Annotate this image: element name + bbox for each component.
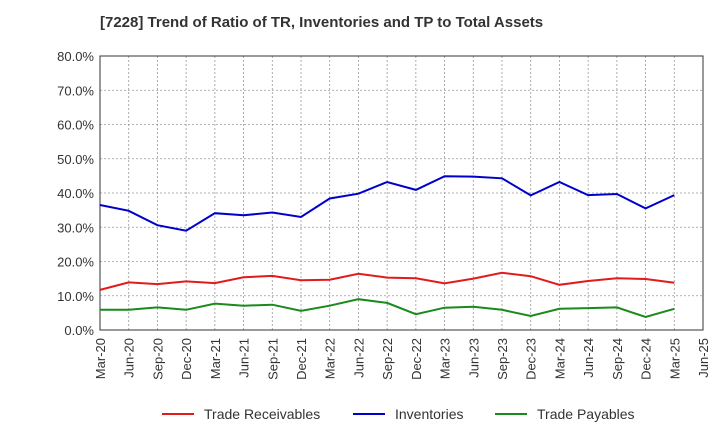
plot-area-frame: [99, 55, 704, 331]
x-tick-label: Mar-22: [323, 338, 338, 379]
x-tick-label: Sep-20: [150, 338, 165, 380]
x-tick-label: Jun-23: [466, 338, 481, 378]
y-tick-label: 60.0%: [57, 118, 94, 133]
y-tick-label: 40.0%: [57, 186, 94, 201]
x-tick-label: Sep-22: [380, 338, 395, 380]
x-tick-label: Sep-23: [495, 338, 510, 380]
x-axis-tick-labels: Mar-20 Jun-20 Sep-20 Dec-20 Mar-21 Jun-21 Sep-…: [93, 338, 711, 380]
legend-label: Inventories: [395, 406, 463, 422]
y-tick-label: 20.0%: [57, 255, 94, 270]
series-line-trade-payables: [100, 298, 675, 319]
y-tick-label: 50.0%: [57, 152, 94, 167]
x-tick-label: Jun-24: [581, 338, 596, 378]
x-tick-label: Sep-24: [610, 338, 625, 380]
legend: Trade Receivables Inventories Trade Payabl…: [162, 406, 635, 422]
x-tick-label: Sep-21: [265, 338, 280, 380]
x-tick-label: Jun-25: [696, 338, 711, 378]
x-tick-label: Jun-22: [351, 338, 366, 378]
x-tick-label: Mar-21: [208, 338, 223, 379]
x-tick-label: Mar-24: [552, 338, 567, 379]
y-tick-label: 70.0%: [57, 83, 94, 98]
legend-label: Trade Receivables: [204, 406, 320, 422]
legend-label: Trade Payables: [537, 406, 635, 422]
legend-item-trade-receivables: Trade Receivables: [162, 406, 320, 422]
x-tick-label: Mar-23: [438, 338, 453, 379]
x-tick-label: Dec-22: [409, 338, 424, 380]
y-tick-label: 10.0%: [57, 289, 94, 304]
series-line-trade-receivables: [99, 271, 675, 291]
x-tick-label: Dec-23: [524, 338, 539, 380]
x-tick-label: Mar-25: [667, 338, 682, 379]
grid-lines: [99, 55, 704, 331]
x-tick-label: Dec-24: [639, 338, 654, 380]
x-tick-label: Jun-20: [122, 338, 137, 378]
y-axis-tick-labels: 0.0% 10.0% 20.0% 30.0% 40.0% 50.0% 60.0% 70.0% 8…: [57, 49, 94, 338]
x-tick-label: Mar-20: [93, 338, 108, 379]
legend-item-trade-payables: Trade Payables: [495, 406, 635, 422]
y-tick-label: 0.0%: [64, 323, 94, 338]
series-line-inventories: [99, 175, 675, 232]
chart-title: [7228] Trend of Ratio of TR, Inventories…: [100, 14, 544, 31]
legend-item-inventories: Inventories: [353, 406, 463, 422]
x-tick-label: Jun-21: [237, 338, 252, 378]
x-tick-label: Dec-21: [294, 338, 309, 380]
x-tick-label: Dec-20: [179, 338, 194, 380]
y-tick-label: 30.0%: [57, 220, 94, 235]
y-tick-label: 80.0%: [57, 49, 94, 64]
